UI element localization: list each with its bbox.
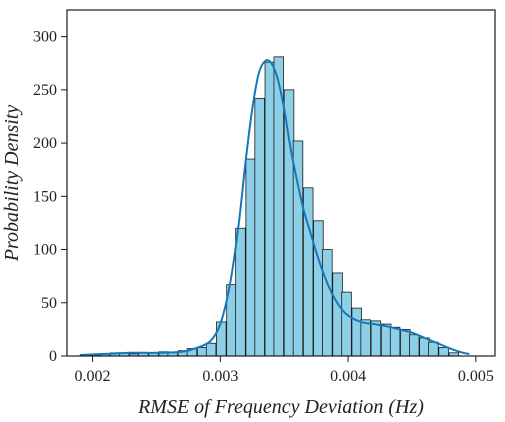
y-axis-title: Probability Density xyxy=(1,105,23,263)
x-tick-label: 0.003 xyxy=(202,368,238,385)
y-tick-label: 0 xyxy=(49,348,57,365)
histogram-bar xyxy=(341,291,352,357)
density-curve xyxy=(79,59,470,356)
histogram-bar xyxy=(245,158,256,357)
x-tick-label: 0.002 xyxy=(75,368,111,385)
y-tick-label: 50 xyxy=(41,295,57,312)
histogram-bar xyxy=(313,220,324,357)
histogram-bar xyxy=(235,227,246,357)
histogram-bars xyxy=(80,56,460,357)
histogram-bar xyxy=(332,272,343,357)
y-tick-label: 300 xyxy=(33,29,57,46)
y-tick-label: 150 xyxy=(33,188,57,205)
y-axis-ticks: 0 50 100 150 200 250 300 xyxy=(33,29,67,365)
histogram-bar xyxy=(400,328,411,357)
x-axis-ticks: 0.002 0.003 0.004 0.005 xyxy=(75,356,494,385)
y-tick-label: 100 xyxy=(33,242,57,259)
histogram-bar xyxy=(196,347,208,357)
histogram-bar xyxy=(419,337,430,357)
histogram-bar xyxy=(254,97,265,357)
histogram-bar xyxy=(428,341,439,357)
x-tick-label: 0.004 xyxy=(330,368,366,385)
x-axis-title: RMSE of Frequency Deviation (Hz) xyxy=(137,396,424,418)
histogram-bar xyxy=(264,61,276,357)
histogram-bar xyxy=(389,326,401,357)
y-tick-label: 200 xyxy=(33,135,57,152)
plot-frame xyxy=(66,9,496,357)
histogram-bar xyxy=(360,319,371,357)
histogram-bar xyxy=(380,323,392,357)
histogram-bar xyxy=(283,89,295,357)
histogram-bar xyxy=(322,249,333,357)
histogram-bar xyxy=(438,347,449,357)
histogram-bar xyxy=(408,334,420,357)
histogram-bar xyxy=(216,321,227,357)
x-tick-label: 0.005 xyxy=(458,368,494,385)
histogram-bar xyxy=(370,320,382,357)
y-tick-label: 250 xyxy=(33,82,57,99)
histogram-bar xyxy=(205,342,217,357)
histogram-bar xyxy=(351,307,362,357)
